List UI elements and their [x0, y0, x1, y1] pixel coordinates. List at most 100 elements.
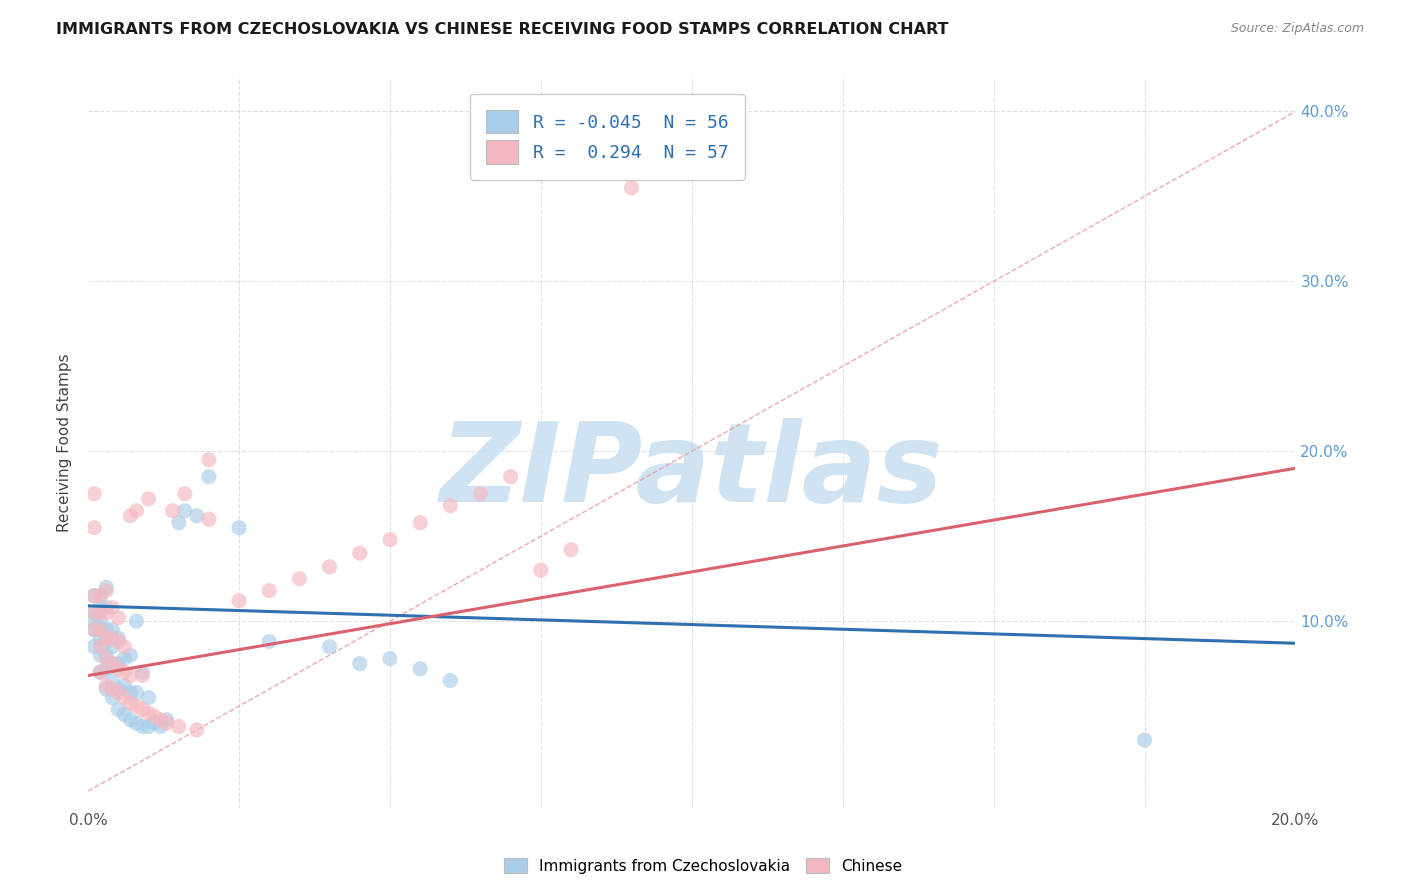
Point — [96, 662, 118, 676]
Point — [409, 662, 432, 676]
Point — [125, 716, 148, 731]
Point — [89, 648, 111, 662]
Point — [107, 631, 129, 645]
Point — [198, 469, 221, 483]
Point — [83, 640, 105, 654]
Point — [198, 452, 221, 467]
Legend: Immigrants from Czechoslovakia, Chinese: Immigrants from Czechoslovakia, Chinese — [498, 852, 908, 880]
Point — [107, 685, 129, 699]
Point — [131, 665, 153, 680]
Point — [89, 665, 111, 680]
Point — [83, 623, 105, 637]
Point — [156, 716, 179, 731]
Point — [120, 648, 142, 662]
Point — [138, 719, 160, 733]
Point — [101, 657, 124, 671]
Point — [167, 719, 190, 733]
Point — [96, 600, 118, 615]
Point — [530, 563, 553, 577]
Point — [228, 594, 250, 608]
Point — [138, 690, 160, 705]
Point — [112, 651, 135, 665]
Point — [228, 521, 250, 535]
Point — [83, 606, 105, 620]
Text: ZIPatlas: ZIPatlas — [440, 418, 943, 525]
Point — [101, 623, 124, 637]
Point — [101, 657, 124, 671]
Point — [620, 181, 643, 195]
Point — [112, 690, 135, 705]
Point — [96, 648, 118, 662]
Point — [112, 707, 135, 722]
Point — [83, 614, 105, 628]
Point — [173, 504, 195, 518]
Point — [83, 623, 105, 637]
Point — [378, 651, 401, 665]
Y-axis label: Receiving Food Stamps: Receiving Food Stamps — [58, 353, 72, 532]
Point — [101, 631, 124, 645]
Point — [186, 508, 208, 523]
Point — [131, 719, 153, 733]
Point — [96, 651, 118, 665]
Point — [96, 679, 118, 693]
Point — [83, 589, 105, 603]
Point — [96, 634, 118, 648]
Point — [107, 611, 129, 625]
Point — [439, 499, 461, 513]
Point — [318, 559, 340, 574]
Point — [89, 665, 111, 680]
Point — [120, 696, 142, 710]
Point — [120, 508, 142, 523]
Point — [120, 713, 142, 727]
Point — [349, 657, 371, 671]
Point — [107, 634, 129, 648]
Point — [101, 682, 124, 697]
Point — [89, 631, 111, 645]
Point — [107, 657, 129, 671]
Point — [149, 713, 172, 727]
Point — [167, 516, 190, 530]
Point — [378, 533, 401, 547]
Point — [96, 682, 118, 697]
Point — [101, 600, 124, 615]
Point — [318, 640, 340, 654]
Point — [96, 580, 118, 594]
Point — [149, 719, 172, 733]
Point — [89, 623, 111, 637]
Point — [83, 589, 105, 603]
Point — [96, 623, 118, 637]
Point — [89, 600, 111, 615]
Point — [83, 606, 105, 620]
Point — [257, 583, 280, 598]
Point — [101, 673, 124, 688]
Point — [131, 668, 153, 682]
Point — [89, 589, 111, 603]
Point — [125, 699, 148, 714]
Point — [89, 640, 111, 654]
Point — [162, 504, 184, 518]
Point — [288, 572, 311, 586]
Point — [143, 709, 166, 723]
Legend: R = -0.045  N = 56, R =  0.294  N = 57: R = -0.045 N = 56, R = 0.294 N = 57 — [470, 94, 745, 180]
Point — [138, 706, 160, 720]
Point — [499, 469, 522, 483]
Point — [112, 665, 135, 680]
Point — [96, 631, 118, 645]
Point — [173, 487, 195, 501]
Point — [83, 521, 105, 535]
Point — [107, 682, 129, 697]
Point — [125, 685, 148, 699]
Point — [101, 640, 124, 654]
Point — [101, 690, 124, 705]
Point — [120, 668, 142, 682]
Point — [125, 504, 148, 518]
Point — [120, 685, 142, 699]
Point — [198, 512, 221, 526]
Text: Source: ZipAtlas.com: Source: ZipAtlas.com — [1230, 22, 1364, 36]
Point — [89, 589, 111, 603]
Point — [470, 487, 492, 501]
Point — [1133, 733, 1156, 747]
Point — [143, 716, 166, 731]
Point — [112, 679, 135, 693]
Point — [138, 491, 160, 506]
